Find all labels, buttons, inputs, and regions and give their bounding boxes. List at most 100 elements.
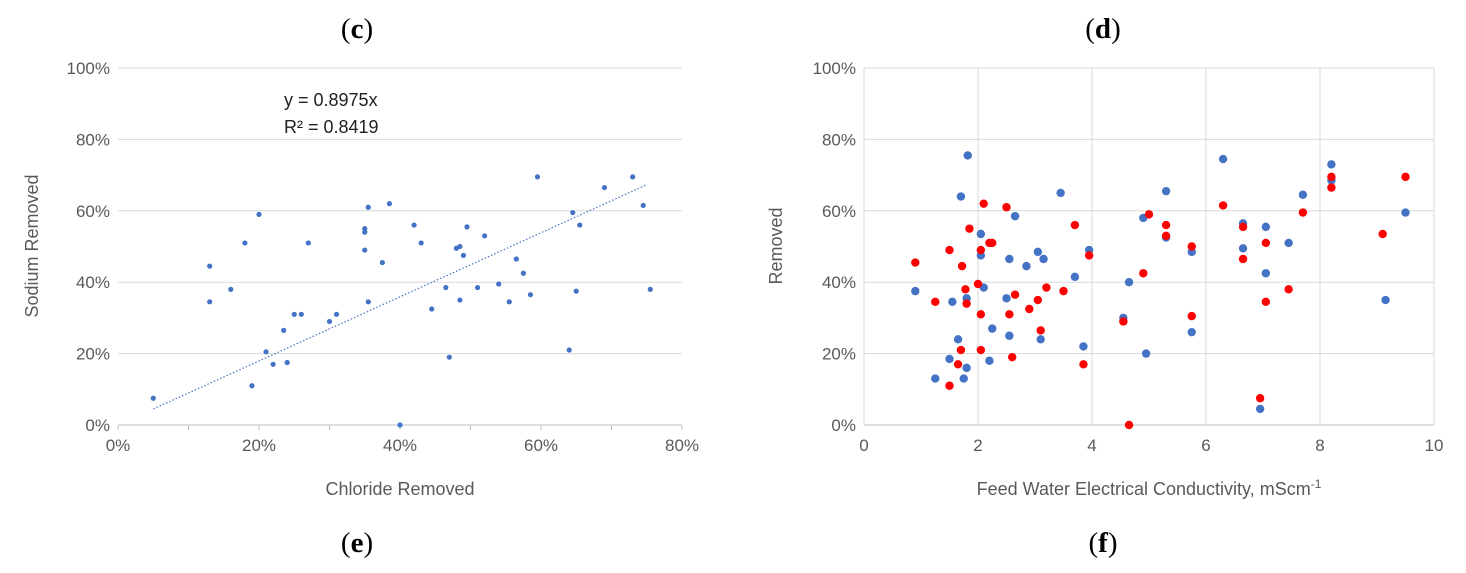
- data-point-chloride: [1005, 331, 1014, 340]
- data-point-chloride: [1381, 295, 1390, 305]
- data-point-sodium: [1187, 242, 1196, 251]
- data-point-sodium: [281, 327, 287, 333]
- data-point-sodium: [527, 292, 534, 298]
- y-axis-title: Removed: [766, 207, 786, 284]
- data-point-chloride: [948, 297, 957, 307]
- x-tick-label: 40%: [383, 436, 417, 455]
- data-point-sodium: [256, 211, 262, 217]
- data-point-chloride: [1070, 272, 1080, 282]
- data-point-sodium: [1261, 297, 1271, 307]
- data-point-chloride: [1056, 188, 1065, 198]
- data-point-chloride: [1005, 254, 1014, 264]
- data-point-sodium: [1284, 285, 1293, 294]
- data-point-sodium: [1327, 183, 1336, 192]
- panel-label-f: (f): [1088, 527, 1117, 559]
- trendline: [153, 184, 647, 410]
- data-point-sodium: [362, 247, 368, 253]
- data-point-chloride: [1401, 208, 1410, 217]
- data-point-sodium: [1002, 203, 1011, 212]
- data-point-sodium: [976, 245, 986, 255]
- data-point-chloride: [1002, 294, 1011, 303]
- x-tick-label: 0: [859, 436, 868, 455]
- data-point-sodium: [397, 422, 403, 428]
- data-point-sodium: [249, 383, 255, 389]
- data-point-chloride: [988, 324, 997, 333]
- x-tick-label: 8: [1315, 436, 1324, 455]
- x-tick-label: 6: [1201, 436, 1210, 455]
- x-tick-label: 60%: [524, 436, 558, 455]
- data-point-sodium: [150, 395, 156, 401]
- data-point-sodium: [496, 281, 502, 287]
- data-point-sodium: [1144, 210, 1154, 219]
- r-squared-label: R² = 0.8419: [284, 117, 379, 137]
- data-point-sodium: [207, 263, 213, 269]
- data-point-sodium: [457, 243, 463, 250]
- data-point-sodium: [976, 310, 986, 319]
- data-point-chloride: [1161, 186, 1171, 196]
- y-tick-label: 60%: [822, 202, 856, 221]
- data-point-sodium: [601, 184, 608, 191]
- data-point-chloride: [1124, 278, 1134, 287]
- data-point-sodium: [270, 361, 276, 367]
- y-tick-label: 40%: [76, 273, 110, 292]
- data-point-chloride: [1298, 190, 1308, 199]
- data-point-sodium: [242, 240, 248, 246]
- data-point-sodium: [1005, 310, 1014, 319]
- data-point-chloride: [911, 286, 920, 296]
- data-point-chloride: [1218, 154, 1228, 164]
- data-point-sodium: [953, 360, 963, 369]
- data-point-sodium: [411, 222, 417, 228]
- data-point-sodium: [291, 311, 297, 317]
- data-point-sodium: [1119, 317, 1128, 326]
- data-point-sodium: [207, 299, 213, 305]
- data-point-sodium: [1084, 251, 1094, 260]
- data-point-chloride: [1255, 404, 1265, 414]
- data-point-sodium: [640, 202, 646, 209]
- data-point-sodium: [979, 199, 988, 208]
- data-point-sodium: [976, 345, 986, 355]
- data-point-sodium: [326, 318, 333, 325]
- data-point-chloride: [1039, 254, 1048, 264]
- data-point-sodium: [443, 284, 449, 291]
- x-axis-title: Chloride Removed: [325, 479, 474, 499]
- data-point-chloride: [962, 363, 971, 373]
- data-point-sodium: [956, 345, 966, 355]
- data-point-chloride: [945, 354, 954, 364]
- data-point-sodium: [284, 359, 290, 366]
- data-point-chloride: [959, 374, 968, 383]
- data-point-sodium: [931, 297, 940, 307]
- data-point-sodium: [957, 261, 967, 271]
- data-point-sodium: [362, 229, 368, 235]
- data-point-sodium: [482, 233, 488, 239]
- data-point-sodium: [1070, 220, 1080, 230]
- y-tick-label: 100%: [813, 59, 856, 78]
- y-tick-label: 60%: [76, 202, 110, 221]
- data-point-chloride: [931, 374, 940, 383]
- data-point-sodium: [1378, 229, 1387, 239]
- data-point-sodium: [386, 201, 393, 207]
- data-point-sodium: [513, 256, 519, 262]
- x-tick-label: 0%: [106, 436, 131, 455]
- data-point-sodium: [1161, 220, 1171, 230]
- data-point-sodium: [1298, 208, 1308, 217]
- data-point-sodium: [520, 270, 526, 276]
- data-point-sodium: [988, 238, 997, 248]
- data-point-chloride: [1261, 269, 1271, 278]
- data-point-chloride: [1036, 335, 1045, 344]
- data-point-chloride: [976, 229, 986, 239]
- data-point-sodium: [298, 311, 304, 317]
- data-point-chloride: [1187, 327, 1196, 337]
- data-point-chloride: [953, 335, 963, 344]
- data-point-sodium: [1139, 269, 1148, 278]
- x-tick-label: 4: [1087, 436, 1096, 455]
- data-point-sodium: [911, 258, 920, 267]
- x-tick-label: 80%: [665, 436, 699, 455]
- trendline-equation: y = 0.8975x: [284, 90, 378, 110]
- data-point-sodium: [965, 224, 974, 233]
- chart-sodium-vs-chloride: 0% 20% 40% 60% 80% 100% 0% 20% 40% 60% 80% Chlorid…: [22, 59, 699, 499]
- data-point-sodium: [1025, 304, 1034, 314]
- panel-label-c: (c): [341, 13, 373, 45]
- data-point-chloride: [985, 356, 994, 365]
- data-point-sodium: [457, 297, 463, 303]
- x-tick-label: 10: [1425, 436, 1444, 455]
